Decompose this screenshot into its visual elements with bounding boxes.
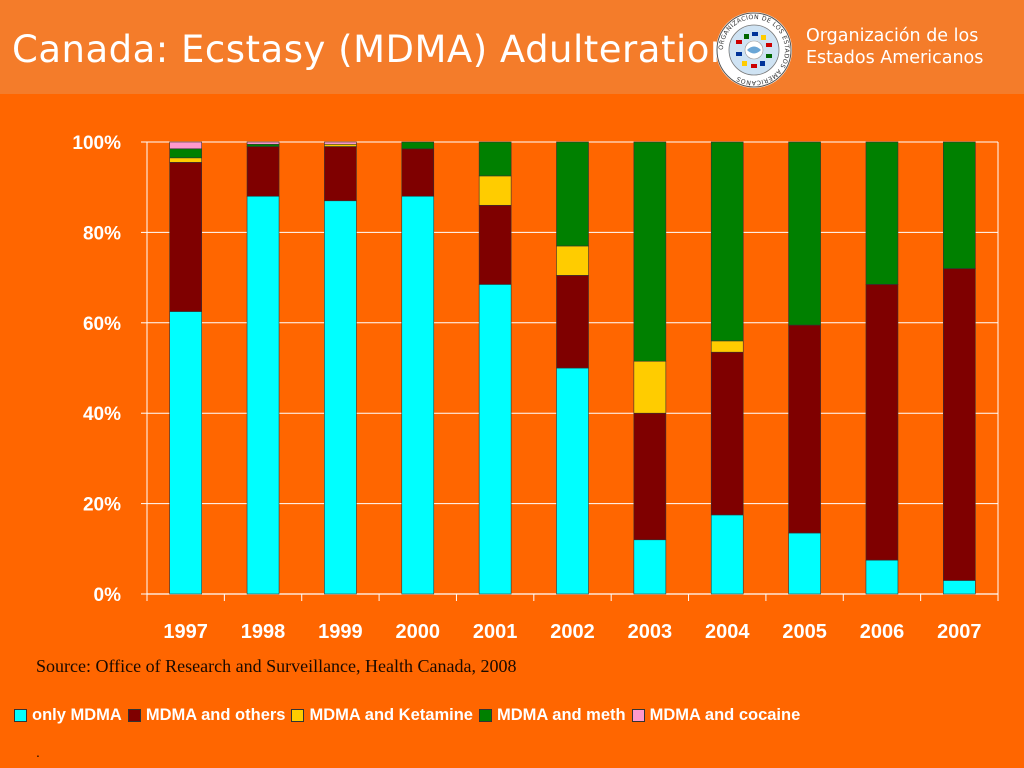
y-tick-label: 80% (83, 223, 121, 244)
bar-segment (324, 143, 357, 147)
bar-segment (943, 268, 976, 581)
legend-label: only MDMA (32, 706, 122, 724)
bar-segment (633, 412, 667, 541)
bar-segment (169, 141, 202, 150)
bar-segment (478, 284, 512, 595)
bar-segment (633, 141, 667, 362)
y-tick-label: 20% (83, 495, 121, 516)
bar-segment (865, 284, 899, 561)
y-tick-label: 40% (83, 404, 121, 425)
bar-segment (710, 141, 744, 342)
bar-segment (865, 559, 899, 595)
x-tick-label: 2007 (937, 621, 982, 643)
legend-item: only MDMA (14, 706, 122, 725)
bar-segment (169, 148, 202, 159)
bar-segment (788, 532, 821, 595)
title-bar: Canada: Ecstasy (MDMA) Adulteration ORGA… (0, 0, 1024, 94)
bar-segment (246, 146, 280, 197)
bar-segment (943, 141, 976, 269)
legend-label: MDMA and Ketamine (309, 706, 473, 724)
slide-title: Canada: Ecstasy (MDMA) Adulteration (12, 28, 734, 71)
bar-segment (324, 146, 357, 202)
x-tick-label: 2003 (628, 621, 673, 643)
stacked-bar-chart: 0% 20% 40% 60% 80% 100% 1997 1998 1999 2000 2001 20… (72, 133, 999, 643)
oas-seal-logo: ORGANIZACION DE LOS ESTADOS AMERICANOS (716, 12, 792, 88)
bar-segment (710, 351, 744, 516)
bar-segment (246, 143, 280, 147)
legend-swatch (478, 709, 492, 722)
y-tick-label: 60% (83, 314, 121, 335)
legend-item: MDMA and others (127, 706, 286, 725)
bar-segment (169, 157, 202, 163)
bar-segment (401, 195, 435, 595)
bar-segment (169, 311, 202, 595)
bar-segment (246, 195, 280, 595)
bar-segment (556, 245, 589, 276)
org-name-line1: Organización de los (806, 26, 979, 46)
bar-segment (401, 141, 435, 150)
organization-name: Organización de los Estados Americanos (806, 25, 983, 69)
bar-segment (478, 141, 512, 177)
legend-label: MDMA and others (145, 706, 286, 724)
x-tick-label: 1998 (241, 621, 286, 643)
source-note: Source: Office of Research and Surveilla… (36, 656, 517, 676)
bar-segment (556, 141, 589, 247)
footnote: . (36, 744, 40, 760)
y-tick-label: 100% (72, 133, 121, 154)
y-tick-label: 0% (94, 585, 122, 606)
org-name-line2: Estados Americanos (806, 48, 984, 68)
x-tick-label: 2006 (860, 621, 905, 643)
x-tick-label: 2004 (705, 621, 750, 643)
bar-segment (478, 175, 512, 206)
legend-swatch (291, 709, 305, 722)
bar-segment (788, 324, 821, 534)
chart-legend: only MDMA MDMA and others MDMA and Ketamin… (14, 706, 806, 725)
bar-segment (556, 275, 589, 369)
x-tick-label: 2002 (550, 621, 595, 643)
x-tick-label: 2000 (396, 621, 441, 643)
x-tick-label: 1997 (163, 621, 208, 643)
x-tick-label: 2001 (473, 621, 518, 643)
bar-segment (710, 514, 744, 595)
legend-item: MDMA and cocaine (631, 706, 801, 725)
legend-label: MDMA and cocaine (649, 706, 801, 724)
bar-segment (324, 141, 357, 145)
bar-segment (633, 539, 667, 595)
bar-segment (169, 162, 202, 312)
bar-segment (401, 148, 435, 197)
legend-item: MDMA and meth (478, 706, 626, 725)
bar-segment (865, 141, 899, 285)
legend-label: MDMA and meth (496, 706, 626, 724)
legend-swatch (631, 709, 645, 722)
x-tick-label: 1999 (318, 621, 363, 643)
x-tick-label: 2005 (782, 621, 827, 643)
bar-segment (788, 141, 821, 326)
bar-segment (633, 360, 667, 414)
bar-segment (556, 367, 589, 595)
bar-segment (324, 200, 357, 595)
bar-segment (246, 141, 280, 145)
legend-swatch (14, 709, 27, 722)
legend-item: MDMA and Ketamine (291, 706, 473, 725)
legend-swatch (127, 709, 141, 722)
bar-segment (710, 340, 744, 353)
bar-segment (478, 204, 512, 285)
bar-segment (943, 580, 976, 595)
